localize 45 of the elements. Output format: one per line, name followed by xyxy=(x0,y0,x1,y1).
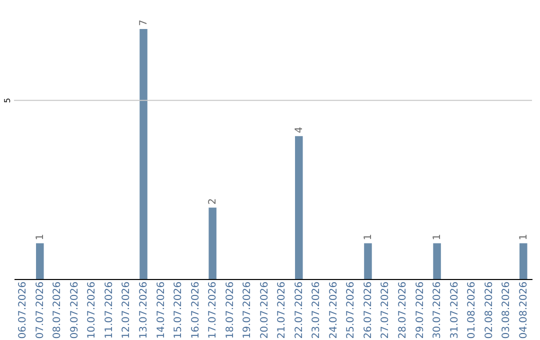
x-tick-label: 15.07.2026 xyxy=(173,282,184,339)
x-tick-label: 30.07.2026 xyxy=(432,282,444,339)
ref-line-label: 5 xyxy=(3,98,12,103)
data-label: 7 xyxy=(138,20,150,26)
x-tick-label: 28.07.2026 xyxy=(398,282,408,339)
x-tick-label: 26.07.2026 xyxy=(362,282,374,339)
x-tick-label: 01.08.2026 xyxy=(466,282,478,339)
data-label: 1 xyxy=(432,234,444,240)
x-tick-label: 14.07.2026 xyxy=(156,282,167,339)
x-tick-label: 17.07.2026 xyxy=(208,282,219,339)
x-tick-label: 09.07.2026 xyxy=(69,282,80,339)
data-label: 1 xyxy=(518,234,530,240)
x-tick-label: 18.07.2026 xyxy=(224,282,236,339)
x-tick-label: 07.07.2026 xyxy=(34,282,46,339)
x-tick-label: 22.07.2026 xyxy=(294,282,305,339)
x-tick-label: 08.07.2026 xyxy=(52,282,64,339)
x-tick-label: 12.07.2026 xyxy=(121,282,132,339)
bar xyxy=(364,243,372,279)
x-tick-label: 10.07.2026 xyxy=(86,282,98,339)
x-tick-label: 29.07.2026 xyxy=(414,282,426,339)
x-tick-label: 11.07.2026 xyxy=(104,282,115,339)
x-tick-label: 03.08.2026 xyxy=(501,282,512,339)
x-tick-label: 16.07.2026 xyxy=(190,282,202,339)
x-tick-label: 23.07.2026 xyxy=(311,282,322,339)
x-tick-label: 31.07.2026 xyxy=(449,282,460,339)
x-tick-label: 25.07.2026 xyxy=(346,282,357,339)
data-label: 2 xyxy=(208,198,219,205)
x-tick-label: 13.07.2026 xyxy=(138,282,150,339)
x-tick-label: 04.08.2026 xyxy=(518,282,530,339)
data-label: 1 xyxy=(362,234,374,240)
data-label: 1 xyxy=(34,234,46,240)
x-tick-label: 06.07.2026 xyxy=(18,282,29,339)
x-tick-label: 02.08.2026 xyxy=(484,282,495,339)
bar xyxy=(519,243,528,279)
bar xyxy=(295,136,303,279)
x-tick-label: 21.07.2026 xyxy=(276,282,288,339)
bar xyxy=(140,29,148,279)
x-tick-label: 24.07.2026 xyxy=(328,282,340,339)
x-tick-label: 27.07.2026 xyxy=(380,282,392,339)
data-label: 4 xyxy=(294,126,305,134)
bar xyxy=(208,208,216,279)
bar xyxy=(433,243,441,279)
x-tick-label: 19.07.2026 xyxy=(242,282,254,339)
bar xyxy=(36,243,44,279)
x-tick-label: 20.07.2026 xyxy=(259,282,270,339)
